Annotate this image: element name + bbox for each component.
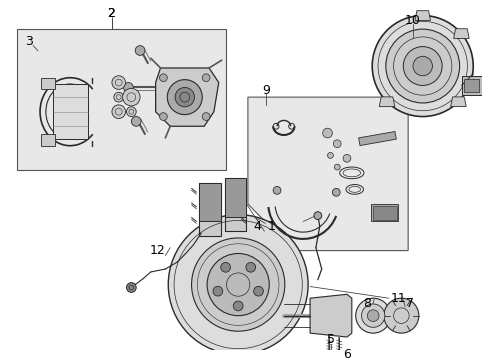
Bar: [372, 206, 396, 220]
Polygon shape: [199, 183, 220, 236]
Circle shape: [167, 80, 202, 114]
Circle shape: [112, 105, 125, 118]
Circle shape: [361, 304, 384, 327]
Bar: [53, 85, 87, 139]
Text: 9: 9: [262, 84, 269, 98]
Text: 6: 6: [342, 348, 350, 360]
Polygon shape: [379, 97, 394, 107]
Text: 4: 4: [253, 220, 261, 233]
Text: 1: 1: [267, 220, 275, 233]
Polygon shape: [309, 294, 351, 337]
Polygon shape: [224, 178, 245, 231]
Circle shape: [403, 47, 441, 85]
Circle shape: [135, 46, 144, 55]
Text: 12: 12: [149, 244, 165, 257]
Text: 10: 10: [405, 14, 420, 27]
Circle shape: [159, 74, 167, 82]
Polygon shape: [450, 97, 465, 107]
Circle shape: [334, 164, 340, 170]
Circle shape: [366, 310, 378, 321]
Circle shape: [273, 186, 280, 194]
Circle shape: [233, 301, 243, 311]
Circle shape: [131, 117, 141, 126]
Circle shape: [114, 92, 123, 102]
Circle shape: [175, 87, 194, 107]
Circle shape: [202, 113, 209, 121]
Circle shape: [126, 283, 136, 292]
Bar: [464, 79, 478, 92]
Circle shape: [385, 29, 459, 103]
Circle shape: [191, 238, 284, 331]
Polygon shape: [155, 68, 218, 126]
Circle shape: [371, 15, 472, 117]
Circle shape: [112, 76, 125, 89]
Circle shape: [343, 154, 350, 162]
Text: 11: 11: [390, 292, 406, 305]
Circle shape: [313, 212, 321, 220]
Circle shape: [213, 286, 222, 296]
Text: 5: 5: [327, 333, 335, 346]
Polygon shape: [247, 97, 407, 251]
Circle shape: [168, 215, 307, 355]
Bar: [199, 183, 220, 221]
Polygon shape: [414, 11, 429, 21]
Circle shape: [245, 262, 255, 272]
Bar: [358, 131, 395, 145]
Text: 3: 3: [25, 35, 33, 49]
Circle shape: [123, 82, 133, 92]
Bar: [461, 76, 482, 95]
Text: 2: 2: [107, 8, 115, 21]
Circle shape: [333, 140, 341, 148]
Circle shape: [159, 113, 167, 121]
Circle shape: [220, 262, 230, 272]
Text: 7: 7: [405, 297, 413, 310]
Circle shape: [322, 128, 332, 138]
Bar: [41, 78, 55, 89]
Circle shape: [122, 89, 140, 106]
Polygon shape: [453, 29, 468, 39]
Circle shape: [332, 188, 340, 196]
Bar: [41, 134, 55, 146]
Circle shape: [253, 286, 263, 296]
Circle shape: [327, 153, 333, 158]
Circle shape: [383, 298, 418, 333]
Circle shape: [126, 107, 136, 117]
Circle shape: [202, 74, 209, 82]
Bar: [17, 29, 225, 170]
Circle shape: [207, 253, 269, 316]
Circle shape: [412, 56, 431, 76]
Bar: [224, 178, 245, 217]
Bar: [370, 204, 398, 221]
Circle shape: [355, 298, 390, 333]
Text: 8: 8: [363, 297, 370, 310]
Text: 2: 2: [107, 8, 115, 21]
